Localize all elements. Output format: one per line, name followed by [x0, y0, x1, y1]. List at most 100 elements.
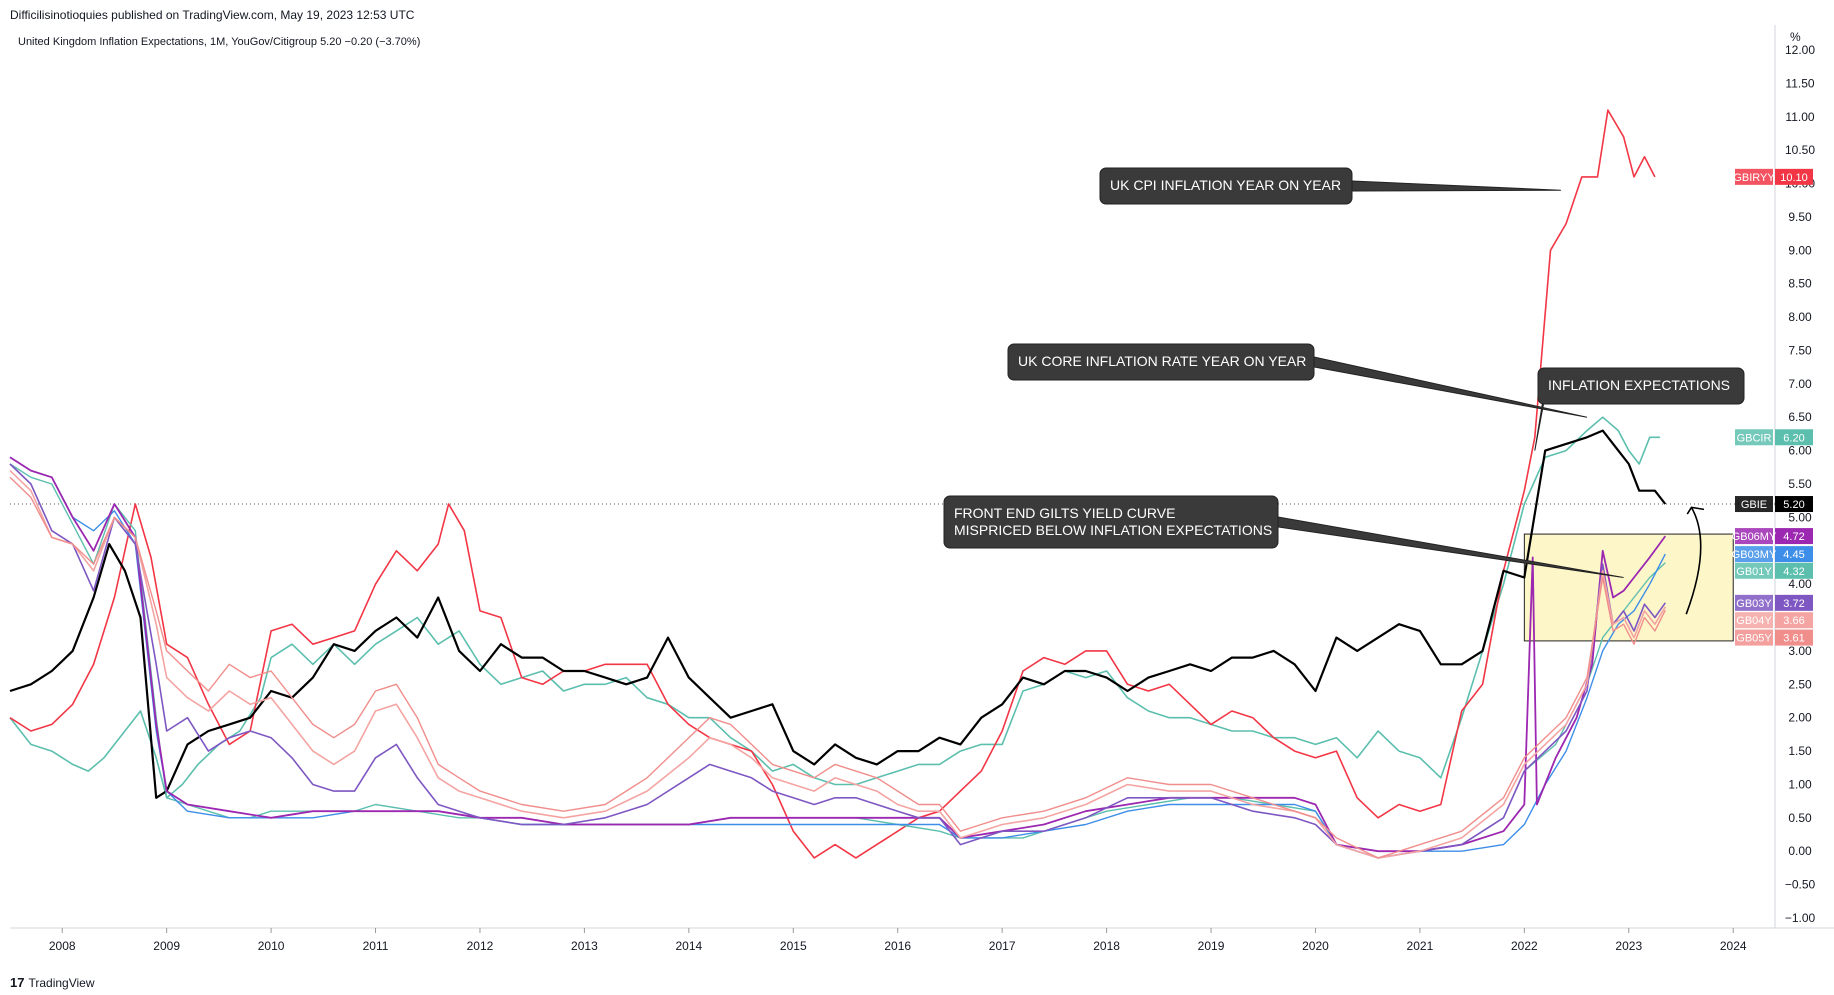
callout-text: FRONT END GILTS YIELD CURVE	[954, 505, 1175, 521]
x-tick-label: 2016	[884, 939, 911, 953]
callout-pointer	[1351, 180, 1561, 192]
series-line-gbiryy	[9, 109, 1656, 859]
y-tick-label: 1.50	[1788, 744, 1812, 758]
x-tick-label: 2013	[571, 939, 598, 953]
callout-text: INFLATION EXPECTATIONS	[1548, 377, 1730, 393]
badge-gbie: GBIE 5.20	[1735, 496, 1813, 513]
x-tick-label: 2009	[153, 939, 180, 953]
y-tick-label: 8.00	[1788, 310, 1812, 324]
badge-label: GB04Y	[1736, 615, 1772, 627]
y-tick-label: 11.50	[1785, 76, 1814, 90]
callout-text: MISPRICED BELOW INFLATION EXPECTATIONS	[954, 522, 1272, 538]
callout-box	[1537, 367, 1745, 405]
y-tick-label: −1.00	[1785, 911, 1816, 925]
callout-box	[1007, 343, 1315, 381]
callout-cpi[interactable]: UK CPI INFLATION YEAR ON YEAR	[1099, 167, 1561, 205]
badge-value: 3.61	[1783, 633, 1804, 645]
y-tick-label: 12.00	[1785, 43, 1815, 57]
x-tick-label: 2018	[1093, 939, 1120, 953]
highlight-box	[1523, 533, 1734, 642]
badge-label: GB03Y	[1736, 598, 1772, 610]
callout-text: UK CORE INFLATION RATE YEAR ON YEAR	[1018, 353, 1306, 369]
y-tick-label: 3.00	[1788, 644, 1812, 658]
badge-label: GB05Y	[1736, 633, 1772, 645]
x-tick-label: 2022	[1511, 939, 1538, 953]
badge-gbcir: GBCIR 6.20	[1735, 429, 1813, 446]
series-line-gb04y	[9, 470, 1666, 859]
y-unit-label: %	[1790, 30, 1801, 44]
badge-gb06my: GB06MY 4.72	[1732, 528, 1813, 545]
y-tick-label: 11.00	[1785, 110, 1814, 124]
y-tick-label: 4.00	[1788, 577, 1812, 591]
badge-label: GB06MY	[1732, 531, 1777, 543]
badge-label: GB01Y	[1736, 566, 1772, 578]
badge-label: GBCIR	[1737, 432, 1772, 444]
series-line-gb03my	[9, 456, 1666, 852]
y-tick-label: 0.00	[1788, 844, 1812, 858]
y-tick-label: −0.50	[1785, 878, 1816, 892]
y-tick-label: 6.50	[1788, 410, 1812, 424]
badge-gb03my: GB03MY 4.45	[1732, 546, 1813, 563]
x-tick-label: 2020	[1302, 939, 1329, 953]
y-tick-label: 2.50	[1788, 677, 1812, 691]
series-line-gb01y	[9, 463, 1666, 852]
y-tick-label: 1.00	[1788, 777, 1812, 791]
badge-value: 3.66	[1783, 615, 1804, 627]
callout-box	[943, 495, 1279, 549]
callout-core[interactable]: UK CORE INFLATION RATE YEAR ON YEAR	[1007, 343, 1588, 418]
series-line-gbie	[9, 429, 1667, 799]
tradingview-logo-icon: 17	[10, 975, 25, 990]
y-tick-label: 7.50	[1788, 343, 1812, 357]
publisher-line: Difficilisinotioquies published on Tradi…	[10, 8, 415, 22]
y-tick-label: 10.50	[1785, 143, 1815, 157]
x-tick-label: 2010	[258, 939, 285, 953]
x-tick-label: 2017	[989, 939, 1016, 953]
callout-text: UK CPI INFLATION YEAR ON YEAR	[1110, 177, 1341, 193]
badge-value: 3.72	[1783, 598, 1804, 610]
curved-arrow-icon	[1685, 506, 1702, 615]
x-tick-label: 2012	[467, 939, 494, 953]
footer-brand: 17 TradingView	[10, 975, 95, 990]
x-tick-label: 2021	[1407, 939, 1434, 953]
badge-gbiryy: GBIRYY 10.10	[1733, 168, 1813, 185]
x-tick-label: 2011	[363, 939, 389, 953]
badge-value: 4.45	[1783, 549, 1804, 561]
x-tick-label: 2014	[675, 939, 702, 953]
arrow-head-icon	[1686, 506, 1705, 515]
y-tick-label: 5.00	[1788, 510, 1812, 524]
badge-label: GBIE	[1741, 499, 1767, 511]
y-tick-label: 2.00	[1788, 711, 1812, 725]
series-line-gbcir	[9, 416, 1661, 799]
y-tick-label: 7.00	[1788, 377, 1812, 391]
x-tick-label: 2023	[1615, 939, 1642, 953]
x-tick-label: 2015	[780, 939, 807, 953]
series-line-gb05y	[9, 476, 1666, 859]
x-tick-label: 2019	[1198, 939, 1225, 953]
callout-ie[interactable]: INFLATION EXPECTATIONS	[1534, 367, 1745, 451]
series-line-gb03y	[9, 463, 1666, 859]
tradingview-brand-label: TradingView	[28, 975, 95, 990]
y-tick-label: 9.00	[1788, 243, 1812, 257]
series-line-gb06my	[9, 456, 1667, 853]
badge-gb05y: GB05Y 3.61	[1735, 629, 1813, 646]
y-tick-label: 5.50	[1788, 477, 1812, 491]
y-tick-label: 9.50	[1788, 210, 1812, 224]
y-tick-label: 0.50	[1788, 811, 1812, 825]
badge-label: GB03MY	[1732, 549, 1777, 561]
symbol-legend: United Kingdom Inflation Expectations, 1…	[18, 36, 421, 48]
badge-value: 6.20	[1783, 432, 1804, 444]
badge-gb04y: GB04Y 3.66	[1735, 612, 1813, 629]
badge-value: 10.10	[1780, 172, 1808, 184]
x-tick-label: 2008	[49, 939, 76, 953]
x-tick-label: 2024	[1720, 939, 1747, 953]
badge-label: GBIRYY	[1733, 172, 1775, 184]
badge-gb03y: GB03Y 3.72	[1735, 594, 1813, 611]
y-tick-label: 8.50	[1788, 277, 1812, 291]
badge-value: 4.32	[1783, 566, 1804, 578]
y-tick-label: 6.00	[1788, 444, 1812, 458]
badge-value: 4.72	[1783, 531, 1804, 543]
badge-gb01y: GB01Y 4.32	[1735, 562, 1813, 579]
badge-value: 5.20	[1783, 499, 1804, 511]
